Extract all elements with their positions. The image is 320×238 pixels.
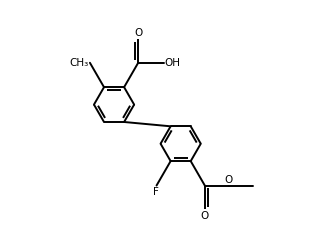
Text: O: O — [134, 28, 142, 38]
Text: CH₃: CH₃ — [69, 58, 89, 68]
Text: OH: OH — [164, 58, 180, 68]
Text: O: O — [201, 211, 209, 221]
Text: F: F — [153, 187, 159, 197]
Text: O: O — [225, 175, 233, 185]
